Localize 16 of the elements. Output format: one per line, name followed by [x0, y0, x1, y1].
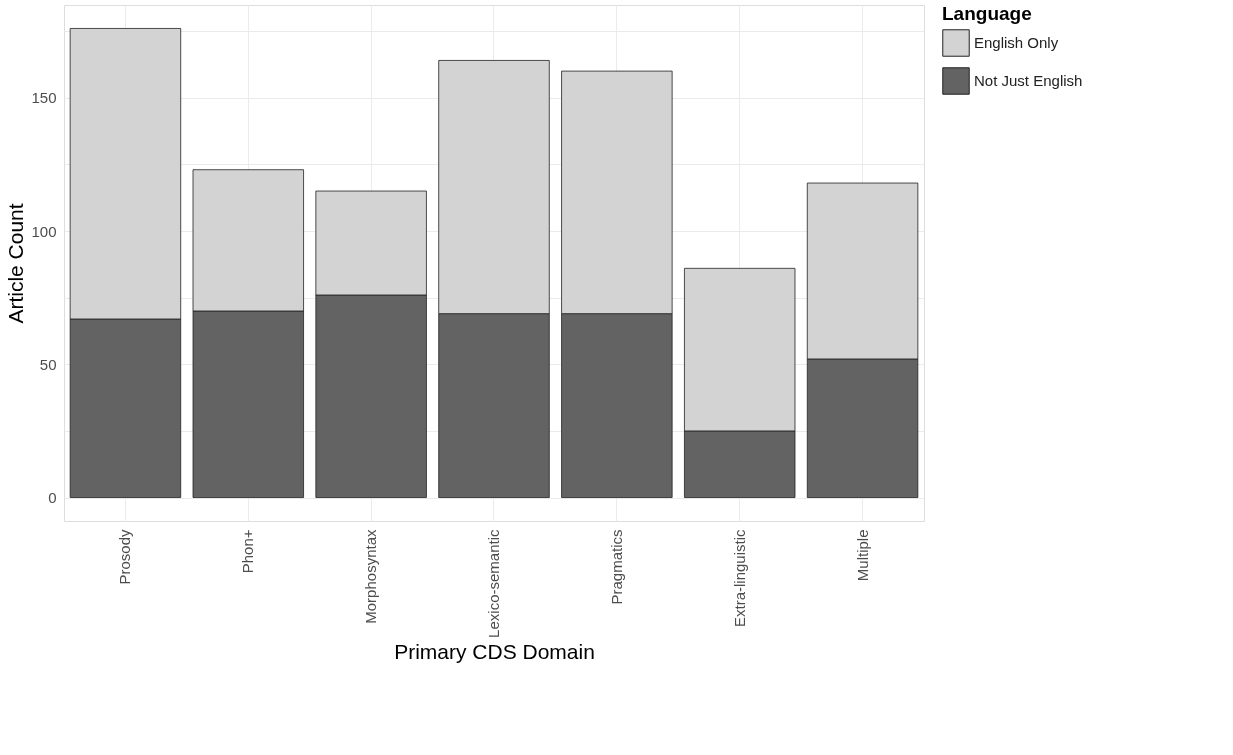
y-axis-title: Article Count: [4, 203, 28, 324]
legend-title: Language: [942, 3, 1032, 24]
x-tick-label: Lexico-semantic: [485, 529, 502, 638]
x-tick-label: Morphosyntax: [362, 529, 380, 624]
x-tick-label: Multiple: [853, 529, 871, 582]
x-tick-label: Phon+: [239, 529, 257, 574]
x-axis-title: Primary CDS Domain: [394, 639, 595, 663]
x-tick-label: Prosody: [116, 529, 134, 585]
y-tick-label: 100: [31, 222, 57, 240]
legend-label: Not Just English: [974, 72, 1083, 89]
legend-label: English Only: [974, 34, 1059, 51]
y-tick-label: 50: [39, 355, 57, 373]
x-tick-label: Pragmatics: [607, 529, 625, 605]
y-tick-label: 150: [31, 89, 57, 107]
x-tick-label: Extra-linguistic: [730, 529, 748, 628]
y-tick-label: 0: [48, 489, 57, 507]
